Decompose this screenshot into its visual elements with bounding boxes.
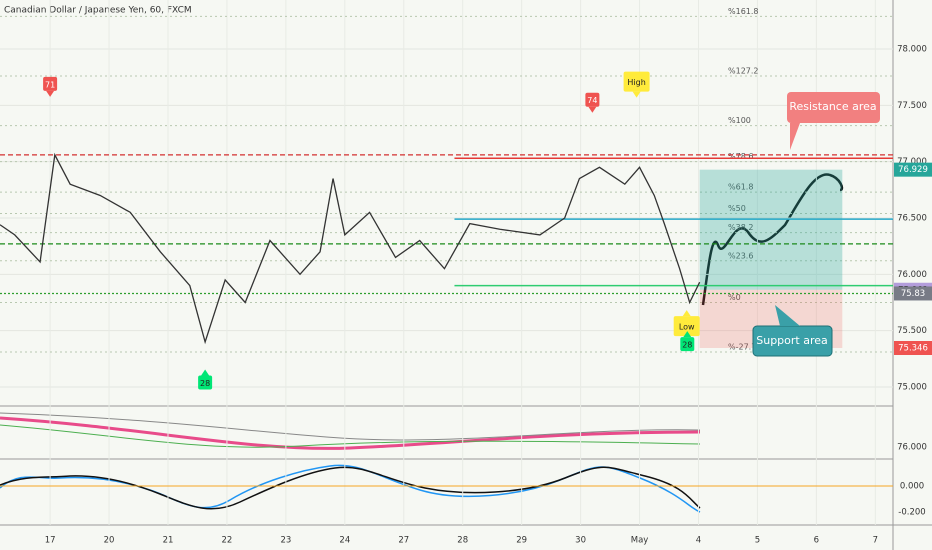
marker-pointer: [588, 106, 597, 113]
fib-label: %78.6: [728, 152, 753, 161]
y-tick-label: 0.000: [900, 482, 924, 492]
marker-label: 28: [682, 341, 692, 350]
x-tick-label: May: [631, 536, 649, 546]
chart-title: Canadian Dollar / Japanese Yen, 60, FXCM: [4, 6, 192, 16]
x-tick-label: 27: [398, 536, 409, 546]
price-line: [0, 152, 701, 345]
price-badge: [894, 162, 932, 177]
x-tick-label: 28: [457, 536, 468, 546]
x-tick-label: 24: [339, 536, 350, 546]
x-tick-label: 21: [163, 536, 174, 546]
x-tick-label: 7: [873, 536, 878, 546]
y-tick-label: 75.500: [897, 326, 927, 336]
y-tick-label: 76.000: [897, 442, 927, 452]
projection-path: [701, 173, 844, 306]
marker-pointer: [201, 369, 210, 376]
marker: [673, 316, 700, 337]
annotation: Resistance area: [789, 100, 876, 113]
price-badge-label: 75.83: [901, 289, 925, 299]
x-tick-label: 29: [516, 536, 527, 546]
marker-pointer: [682, 310, 691, 317]
fib-label: %23.6: [728, 251, 753, 260]
indicator-line: [0, 416, 701, 450]
indicator-line: [0, 424, 701, 448]
x-tick-label: 20: [104, 536, 115, 546]
fib-label: %127.2: [728, 67, 759, 76]
x-tick-label: 23: [280, 536, 291, 546]
y-tick-label: 76.000: [897, 270, 927, 280]
marker-label: 71: [45, 80, 55, 89]
x-tick-label: 17: [45, 536, 56, 546]
signal-line: [0, 466, 701, 510]
y-tick-label: 78.000: [897, 45, 927, 55]
x-tick-label: 5: [755, 536, 760, 546]
marker-label: 28: [200, 379, 210, 388]
x-tick-label: 30: [575, 536, 586, 546]
marker: [198, 375, 213, 390]
marker-pointer: [632, 91, 641, 98]
marker-pointer: [683, 331, 692, 338]
marker: [43, 76, 58, 91]
fib-label: %-27.7: [728, 343, 756, 352]
x-tick-label: 4: [696, 536, 701, 546]
marker: [623, 71, 650, 92]
fib-label: %0: [728, 293, 741, 302]
marker-label: 74: [587, 96, 597, 105]
price-badge-label: 76.929: [898, 165, 928, 175]
y-tick-label: 75.000: [897, 382, 927, 392]
fib-label: %161.8: [728, 7, 759, 16]
annotation: Support area: [756, 334, 828, 347]
marker-label: Low: [679, 323, 695, 332]
fib-label: %61.8: [728, 183, 753, 192]
marker: [680, 337, 695, 352]
annotation-pointer: [775, 305, 800, 326]
annotation-box: [787, 92, 880, 123]
x-tick-label: 6: [814, 536, 819, 546]
indicator-line: [0, 412, 701, 441]
x-tick-label: 22: [222, 536, 233, 546]
fib-label: %50: [728, 204, 746, 213]
target-zone: [699, 169, 843, 290]
y-tick-label: -0.200: [898, 508, 925, 518]
marker: [585, 92, 600, 107]
annotation-pointer: [790, 123, 800, 150]
price-badge-label: 75.346: [898, 343, 928, 353]
price-badge: [894, 340, 932, 355]
price-badge: [894, 286, 932, 301]
marker-pointer: [46, 90, 55, 97]
fib-label: %100: [728, 116, 751, 125]
y-tick-label: 77.000: [897, 157, 927, 167]
marker-label: High: [627, 78, 645, 87]
y-tick-label: 76.500: [897, 213, 927, 223]
y-tick-label: 77.500: [897, 101, 927, 111]
fib-label: %38.2: [728, 223, 753, 232]
